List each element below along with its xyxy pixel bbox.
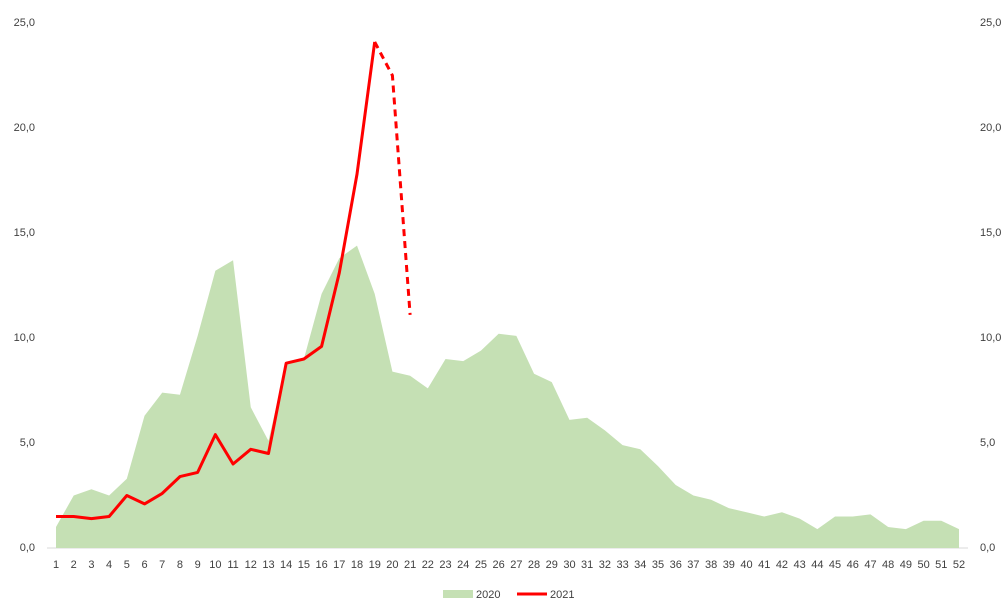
legend-label: 2020 xyxy=(476,589,500,600)
x-tick-label: 31 xyxy=(581,559,593,571)
x-tick-label: 8 xyxy=(177,559,183,571)
x-tick-label: 2 xyxy=(71,559,77,571)
area xyxy=(56,245,959,548)
x-tick-label: 6 xyxy=(141,559,147,571)
x-tick-label: 1 xyxy=(53,559,59,571)
x-tick-label: 13 xyxy=(262,559,274,571)
x-tick-label: 10 xyxy=(209,559,221,571)
y2-tick-label: 20,0 xyxy=(980,122,1001,134)
x-tick-label: 12 xyxy=(245,559,257,571)
y2-tick-label: 15,0 xyxy=(980,227,1001,239)
x-tick-label: 18 xyxy=(351,559,363,571)
y-tick-label: 25,0 xyxy=(14,17,35,29)
x-tick-label: 50 xyxy=(917,559,929,571)
legend-label: 2021 xyxy=(550,589,574,600)
x-tick-label: 5 xyxy=(124,559,130,571)
y2-tick-label: 5,0 xyxy=(980,437,995,449)
x-tick-label: 25 xyxy=(475,559,487,571)
x-tick-label: 16 xyxy=(315,559,327,571)
x-tick-label: 49 xyxy=(900,559,912,571)
y-tick-label: 5,0 xyxy=(20,437,35,449)
line xyxy=(56,41,377,521)
x-tick-label: 7 xyxy=(159,559,165,571)
x-tick-label: 32 xyxy=(599,559,611,571)
x-tick-label: 22 xyxy=(422,559,434,571)
y-tick-label: 20,0 xyxy=(14,122,35,134)
x-tick-label: 26 xyxy=(493,559,505,571)
x-tick-label: 42 xyxy=(776,559,788,571)
x-tick-label: 29 xyxy=(546,559,558,571)
x-tick-label: 11 xyxy=(227,559,238,571)
x-tick-label: 45 xyxy=(829,559,841,571)
x-tick-label: 14 xyxy=(280,559,292,571)
x-tick-label: 46 xyxy=(847,559,859,571)
line-dashed xyxy=(373,41,412,316)
x-tick-label: 44 xyxy=(811,559,823,571)
x-tick-label: 36 xyxy=(670,559,682,571)
x-tick-label: 9 xyxy=(195,559,201,571)
y2-tick-label: 25,0 xyxy=(980,17,1001,29)
x-tick-label: 21 xyxy=(404,559,416,571)
x-tick-label: 37 xyxy=(687,559,699,571)
x-tick-label: 43 xyxy=(794,559,806,571)
x-tick-label: 30 xyxy=(563,559,575,571)
x-tick-label: 51 xyxy=(935,559,947,571)
x-tick-label: 39 xyxy=(723,559,735,571)
x-tick-label: 40 xyxy=(740,559,752,571)
x-tick-label: 33 xyxy=(616,559,628,571)
x-tick-label: 17 xyxy=(333,559,345,571)
x-tick-label: 3 xyxy=(88,559,94,571)
y-tick-label: 0,0 xyxy=(20,542,35,554)
x-tick-label: 23 xyxy=(439,559,451,571)
x-tick-label: 24 xyxy=(457,559,469,571)
legend: 2020 2021 xyxy=(443,589,574,600)
x-tick-label: 47 xyxy=(864,559,876,571)
x-tick-label: 41 xyxy=(758,559,770,571)
x-tick-label: 27 xyxy=(510,559,522,571)
x-tick-label: 19 xyxy=(369,559,381,571)
y-tick-label: 15,0 xyxy=(14,227,35,239)
x-tick-label: 15 xyxy=(298,559,310,571)
x-tick-label: 52 xyxy=(953,559,965,571)
y2-tick-label: 0,0 xyxy=(980,542,995,554)
x-tick-label: 38 xyxy=(705,559,717,571)
x-tick-label: 28 xyxy=(528,559,540,571)
x-tick-label: 34 xyxy=(634,559,646,571)
x-tick-label: 20 xyxy=(386,559,398,571)
x-tick-label: 4 xyxy=(106,559,112,571)
y-tick-label: 10,0 xyxy=(14,332,35,344)
x-tick-label: 48 xyxy=(882,559,894,571)
y2-tick-label: 10,0 xyxy=(980,332,1001,344)
legend-swatch xyxy=(443,590,473,598)
x-tick-label: 35 xyxy=(652,559,664,571)
